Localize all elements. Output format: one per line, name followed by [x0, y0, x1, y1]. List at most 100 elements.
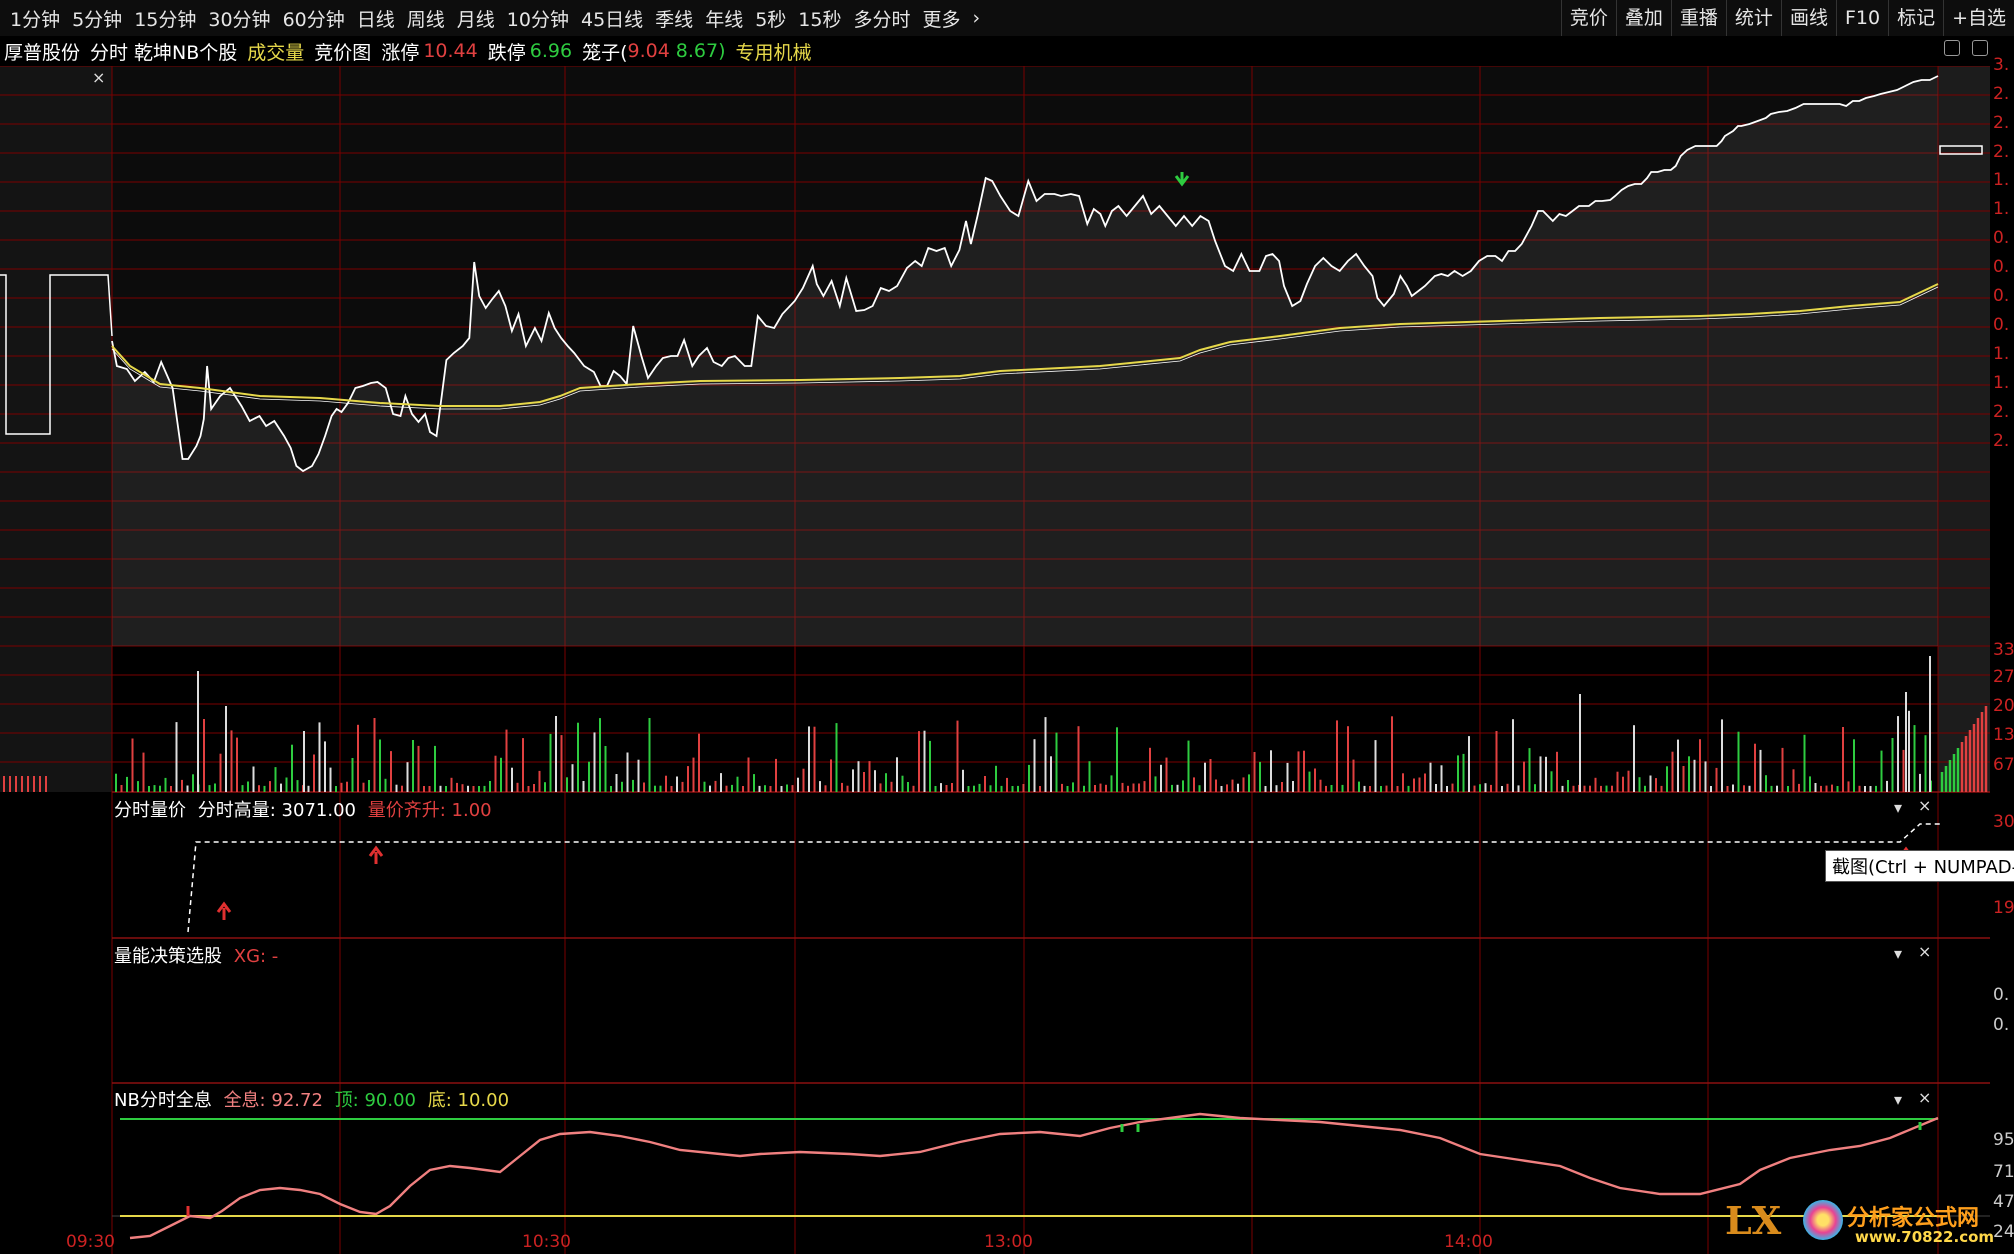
timeframe-3[interactable]: 30分钟: [208, 8, 271, 31]
watermark-url: www.70822.com: [1855, 1228, 1995, 1246]
time-label-1030: 10:30: [522, 1232, 571, 1252]
price-axis-label-13: 2.: [1993, 431, 2010, 451]
panel1-high-label: 分时高量:: [197, 800, 276, 821]
price-axis-label-8: 0.: [1993, 286, 2010, 306]
up-arrow-icon: [368, 845, 384, 864]
auction-label[interactable]: 竞价图: [314, 41, 372, 64]
price-axis-label-11: 1.: [1993, 373, 2010, 393]
time-label-1400: 14:00: [1444, 1232, 1493, 1252]
sector-label[interactable]: 专用机械: [735, 41, 812, 64]
volume-axis-label-2: 20: [1993, 696, 2014, 716]
tool-button-6[interactable]: 标记: [1888, 0, 1943, 36]
p3-axis-label-2: 47: [1993, 1192, 2014, 1212]
timeframe-9[interactable]: 45日线: [580, 8, 644, 31]
price-line: [111, 75, 1939, 473]
limit-down-label: 跌停: [487, 41, 526, 64]
timeframe-1[interactable]: 5分钟: [72, 8, 123, 31]
p1-axis-label-0: 30: [1993, 812, 2014, 832]
indicator-label[interactable]: 乾坤NB个股: [134, 41, 238, 64]
panel1-title: 分时量价: [114, 800, 186, 821]
tool-button-7[interactable]: +自选: [1943, 0, 2014, 36]
limit-down-value: 6.96: [529, 40, 573, 62]
timeframe-11[interactable]: 年线: [705, 8, 744, 31]
panel3-full-value: 92.72: [271, 1090, 323, 1111]
timeframe-0[interactable]: 1分钟: [10, 8, 61, 31]
tool-button-5[interactable]: F10: [1835, 0, 1888, 36]
timeframe-13[interactable]: 15秒: [798, 8, 842, 31]
timeframe-5[interactable]: 日线: [356, 8, 395, 31]
mode-label[interactable]: 分时: [90, 41, 129, 64]
watermark-flower-icon: [1803, 1200, 1843, 1240]
p2-axis-label-1: 0.: [1993, 1015, 2010, 1035]
timeframe-15[interactable]: 更多: [922, 8, 961, 31]
p3-axis-label-1: 71: [1993, 1162, 2014, 1182]
limit-up-value: 10.44: [423, 40, 478, 62]
tool-button-4[interactable]: 画线: [1780, 0, 1836, 36]
price-area-fill: [112, 76, 1938, 646]
panel1-close-icon[interactable]: ×: [1918, 796, 1932, 815]
tool-button-1[interactable]: 叠加: [1615, 0, 1671, 36]
tool-button-2[interactable]: 重播: [1670, 0, 1726, 36]
screenshot-tooltip: 截图(Ctrl + NUMPAD-: [1825, 850, 2014, 882]
cage-high: 9.04: [627, 40, 670, 62]
volume-label[interactable]: 成交量: [247, 41, 305, 64]
panel2-dropdown-icon[interactable]: ▾: [1894, 944, 1903, 963]
timeframe-14[interactable]: 多分时: [853, 8, 911, 31]
price-axis-label-0: 3.: [1993, 55, 2010, 75]
price-axis-label-5: 1.: [1993, 199, 2010, 219]
more-chevron-icon[interactable]: ›: [972, 7, 981, 29]
average-price-line: [111, 283, 1939, 407]
tool-button-0[interactable]: 竞价: [1560, 0, 1616, 36]
p2-axis-label-0: 0.: [1993, 985, 2010, 1005]
panel2-xg: XG: -: [233, 946, 279, 967]
limit-up-label: 涨停: [381, 41, 420, 64]
end-marker: [1939, 145, 1983, 155]
full-info-line: [129, 1112, 1939, 1240]
panel1-high-value: 3071.00: [281, 800, 356, 821]
panel3-dropdown-icon[interactable]: ▾: [1894, 1090, 1903, 1109]
price-axis-label-12: 2.: [1993, 402, 2010, 422]
chart-grid: [0, 66, 1990, 1254]
price-axis-label-7: 0.: [1993, 257, 2010, 277]
timeframe-list: 1分钟 5分钟 15分钟 30分钟 60分钟 日线 周线 月线 10分钟 45日线 季线 年线 5秒 15…: [4, 0, 986, 36]
price-axis-label-10: 1.: [1993, 344, 2010, 364]
average-price-line-2: [111, 286, 1939, 410]
watermark-lx: LX: [1725, 1198, 1782, 1243]
tool-button-3[interactable]: 统计: [1725, 0, 1781, 36]
panel3-close-icon[interactable]: ×: [1918, 1088, 1932, 1107]
timeframe-7[interactable]: 月线: [456, 8, 495, 31]
up-arrow-icon: [216, 901, 232, 920]
auction-line: [0, 274, 113, 435]
panel3-full-label: 全息:: [223, 1090, 266, 1111]
panel2-close-icon[interactable]: ×: [1918, 942, 1932, 961]
watermark-brand: 分析家公式网: [1847, 1206, 1980, 1231]
timeframe-6[interactable]: 周线: [406, 8, 445, 31]
down-arrow-icon: [1174, 172, 1190, 187]
panel3-title: NB分时全息: [114, 1090, 212, 1111]
timeframe-12[interactable]: 5秒: [755, 8, 787, 31]
p1-axis-label-1: 19: [1993, 898, 2014, 918]
timeframe-toolbar: 1分钟 5分钟 15分钟 30分钟 60分钟 日线 周线 月线 10分钟 45日线 季线 年线 5秒 15…: [0, 0, 2014, 37]
timeframe-2[interactable]: 15分钟: [134, 8, 197, 31]
price-axis-label-9: 0.: [1993, 315, 2010, 335]
panel1-title-row: 分时量价 分时高量: 3071.00 量价齐升: 1.00: [114, 796, 492, 822]
expand-icon[interactable]: [1944, 40, 1960, 56]
timeframe-10[interactable]: 季线: [655, 8, 694, 31]
panel3-bottom-label: 底:: [427, 1090, 452, 1111]
panel1-dropdown-icon[interactable]: ▾: [1894, 798, 1903, 817]
volume-axis-label-1: 27: [1993, 667, 2014, 687]
layout-icon[interactable]: [1972, 40, 1988, 56]
panel3-top-label: 顶:: [334, 1090, 359, 1111]
panel3-bottom-value: 10.00: [457, 1090, 510, 1111]
right-toolbar: 竞价 叠加 重播 统计 画线 F10 标记 +自选: [1560, 0, 2014, 36]
price-axis-label-1: 2.: [1993, 84, 2010, 104]
volume-axis-label-0: 33: [1993, 640, 2014, 660]
volume-axis-label-3: 13: [1993, 725, 2014, 745]
price-axis-label-3: 2.: [1993, 142, 2010, 162]
close-left-panel-icon[interactable]: ×: [92, 68, 106, 87]
timeframe-8[interactable]: 10分钟: [506, 8, 569, 31]
cage-low: 8.67): [675, 40, 726, 62]
timeframe-4[interactable]: 60分钟: [282, 8, 345, 31]
stock-name[interactable]: 厚普股份: [4, 41, 81, 64]
panel1-sync-label: 量价齐升:: [367, 800, 446, 821]
